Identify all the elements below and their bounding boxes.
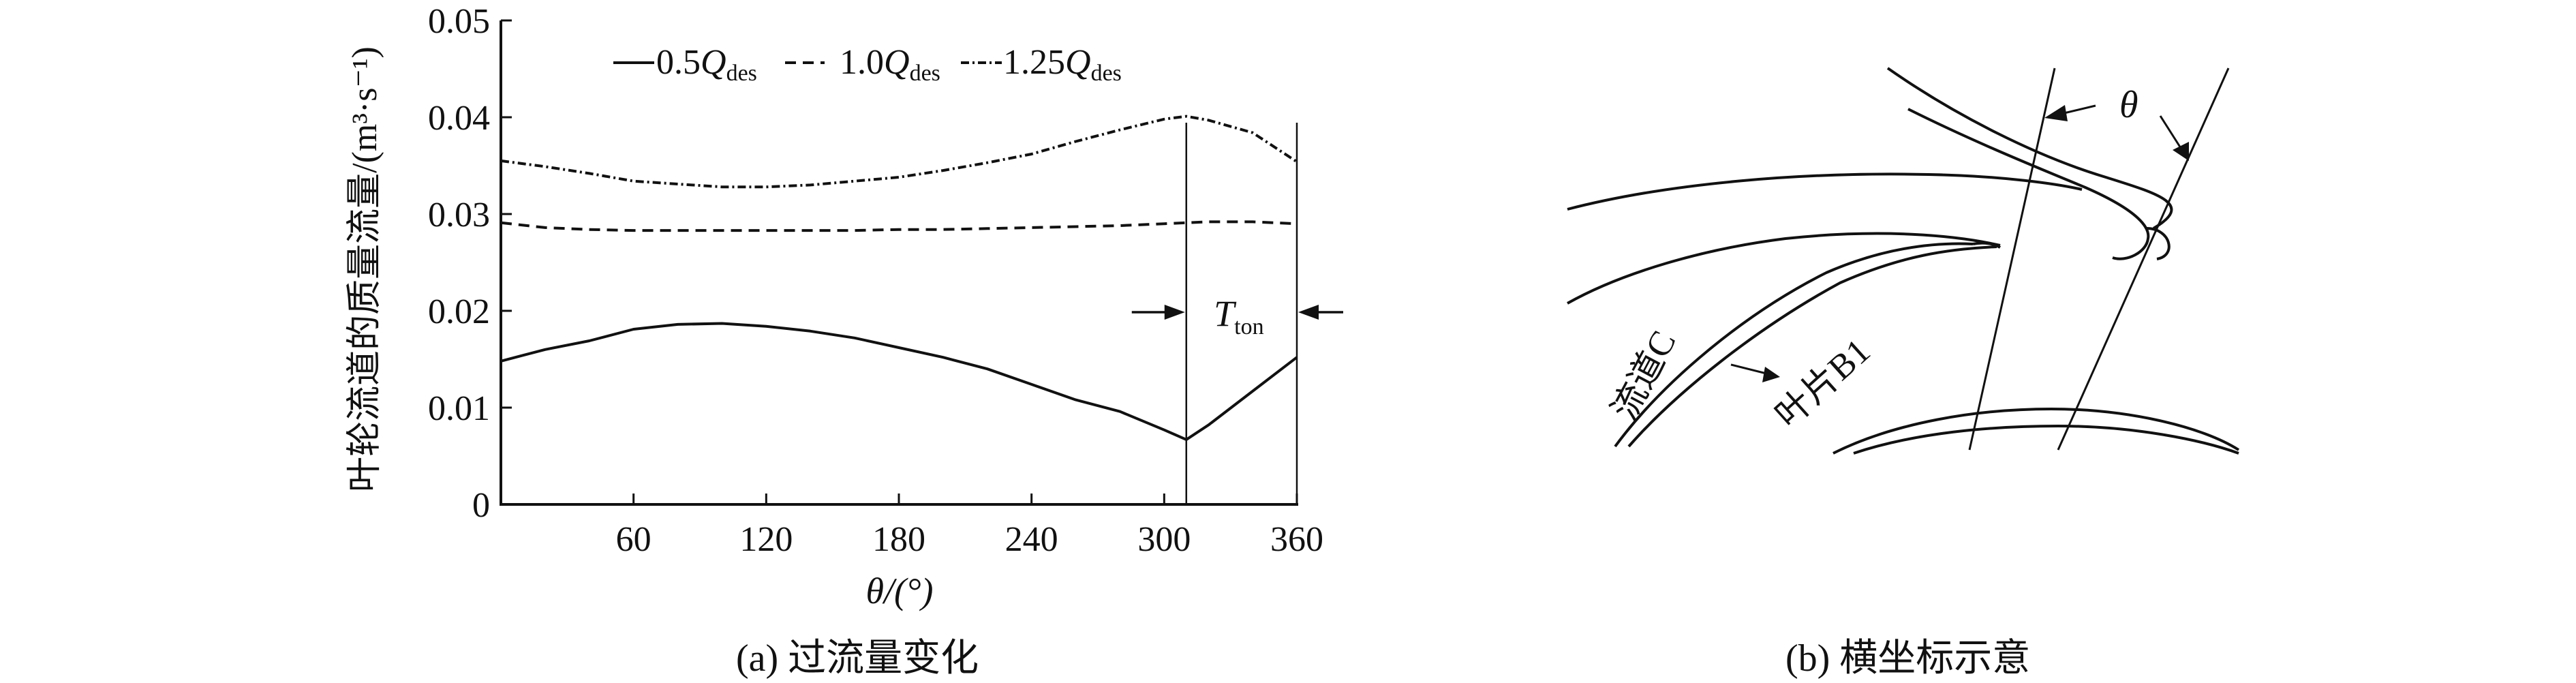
legend-prefix-2: 1.0	[840, 43, 884, 82]
legend-label-3: 1.25Qdes	[1003, 43, 1122, 86]
y-tick-label: 0	[472, 486, 490, 525]
tton-left-arrowhead	[1164, 305, 1185, 320]
blade-label: 叶片B1	[1768, 331, 1878, 436]
y-tick-label: 0.05	[428, 2, 490, 41]
passage-arc-1	[1614, 242, 1974, 448]
tongue-upper-edge	[1886, 67, 2173, 230]
series-layer	[500, 115, 1298, 441]
legend-label-2: 1.0Qdes	[840, 43, 940, 86]
passage-arc-2	[1627, 245, 1997, 448]
diagram-labels: θ 流道C 叶片B1	[1605, 84, 2138, 436]
passage-arc-outer	[1567, 232, 2001, 305]
hub-arc-inner	[1853, 424, 2239, 455]
legend-sym-1: Q	[701, 43, 726, 82]
y-tick-label: 0.03	[428, 196, 490, 234]
x-ticks: 60 120 180 240 300 360	[616, 494, 1323, 559]
y-tick-label: 0.04	[428, 99, 490, 138]
tongue-lower-edge	[1907, 108, 2150, 260]
x-tick-label: 180	[872, 520, 925, 559]
tton-sub: ton	[1234, 314, 1263, 339]
tongue-rounded-tip	[2146, 227, 2171, 260]
tton-label: Tton	[1214, 293, 1264, 339]
x-tick-label: 360	[1270, 520, 1323, 559]
legend-sub-1: des	[726, 61, 757, 86]
legend-sub-2: des	[910, 61, 940, 86]
legend-label-1: 0.5Qdes	[656, 43, 757, 86]
tton-annotation: Tton	[1131, 123, 1343, 504]
y-tick-label: 0.01	[428, 389, 490, 428]
radial-line-right	[2057, 67, 2230, 451]
y-tick-label: 0.02	[428, 292, 490, 331]
radial-line-left	[1968, 67, 2056, 451]
theta-label: θ	[2119, 84, 2138, 126]
legend-sub-3: des	[1091, 61, 1122, 86]
legend-sym-2: Q	[884, 43, 910, 82]
x-tick-label: 240	[1005, 520, 1058, 559]
x-tick-label: 300	[1137, 520, 1191, 559]
chart-a: 叶轮流道的质量流量/(m³·s⁻¹) 0 0.01 0.02 0.03 0.04 0.05…	[346, 2, 1343, 611]
blade-b1-edge	[1972, 241, 2002, 249]
tton-right-arrowhead	[1298, 305, 1319, 320]
series-line-2	[500, 220, 1298, 232]
legend: 0.5Qdes 1.0Qdes 1.25Qdes	[613, 43, 1122, 86]
legend-prefix-3: 1.25	[1003, 43, 1065, 82]
caption-a: (a) 过流量变化	[736, 637, 979, 680]
x-axis-label: θ/(°)	[865, 571, 933, 611]
x-tick-label: 60	[616, 520, 651, 559]
caption-b: (b) 横坐标示意	[1785, 637, 2031, 680]
tton-sym: T	[1214, 293, 1237, 334]
hub-arc-outer	[1833, 407, 2240, 455]
passage-label: 流道C	[1605, 324, 1683, 426]
x-tick-label: 120	[739, 520, 793, 559]
diagram-b	[1567, 67, 2240, 455]
legend-prefix-1: 0.5	[656, 43, 701, 82]
theta-arrow-left-head	[2044, 105, 2068, 121]
series-line-1	[500, 322, 1298, 441]
blade-arrow-head	[1762, 367, 1780, 382]
outer-arc	[1567, 172, 2083, 211]
series-line-3	[500, 115, 1298, 189]
theta-arrow-right-head	[2173, 142, 2189, 161]
legend-sym-3: Q	[1065, 43, 1091, 82]
y-ticks: 0 0.01 0.02 0.03 0.04 0.05	[428, 2, 512, 525]
y-axis-label: 叶轮流道的质量流量/(m³·s⁻¹)	[346, 46, 384, 492]
